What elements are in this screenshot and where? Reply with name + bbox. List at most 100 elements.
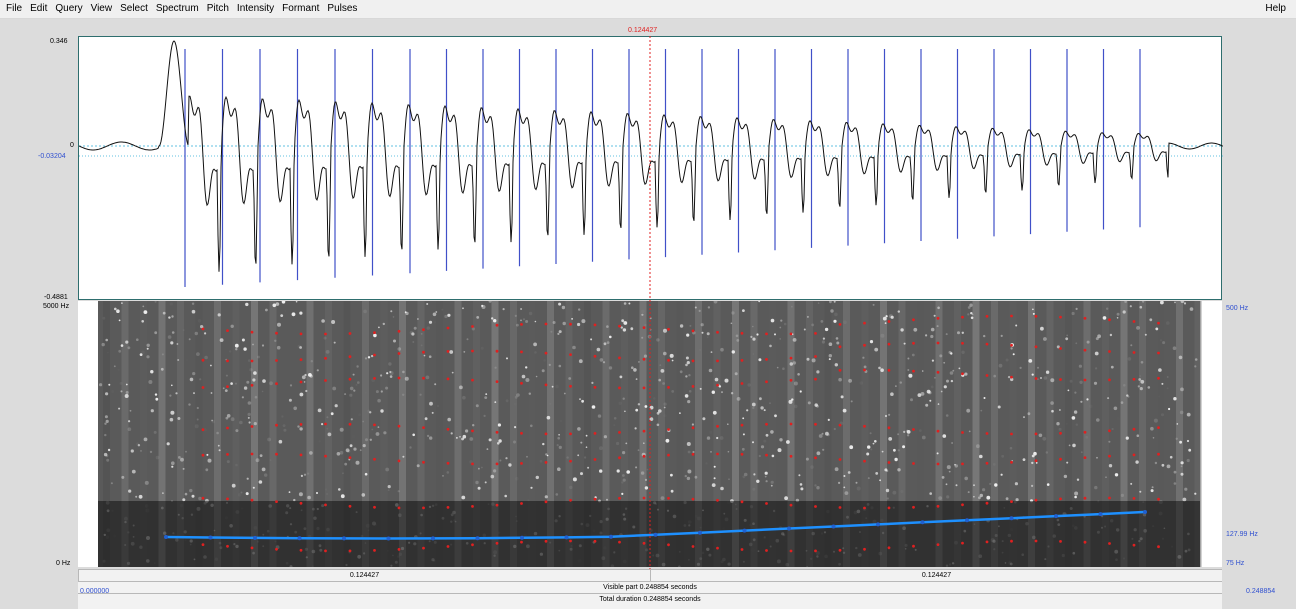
spectrogram-speckle [171, 465, 174, 468]
spectrogram-speckle [925, 403, 929, 407]
spectrogram-speckle [1174, 301, 1176, 304]
menu-spectrum[interactable]: Spectrum [155, 3, 199, 14]
menu-view[interactable]: View [90, 3, 113, 14]
spectrogram-speckle [477, 486, 481, 490]
formant-dot [618, 431, 621, 434]
spectrogram-speckle [789, 362, 793, 366]
spectrogram-speckle [224, 516, 228, 520]
menu-intensity[interactable]: Intensity [236, 3, 275, 14]
spectrogram-speckle [867, 477, 870, 480]
menu-formant[interactable]: Formant [282, 3, 320, 14]
spectrogram-speckle [843, 475, 846, 477]
spectrogram-speckle [349, 393, 353, 397]
spectrogram-speckle [752, 522, 755, 525]
pitch-point [787, 526, 791, 531]
spectrogram-speckle [143, 437, 148, 442]
spectrogram-speckle [628, 302, 631, 305]
spectrogram-speckle [621, 481, 624, 484]
menu-file[interactable]: File [6, 3, 23, 14]
spectrogram-speckle [994, 534, 998, 537]
spectrogram-speckle [656, 423, 660, 427]
spectrogram-speckle [684, 394, 689, 398]
spectrogram-speckle [203, 501, 207, 505]
total-duration-row: Total duration 0.248854 seconds [78, 593, 1222, 604]
visible-part-cell[interactable]: Visible part 0.248854 seconds [603, 584, 697, 591]
spectrogram-speckle [570, 544, 573, 547]
spectrogram-speckle [482, 533, 486, 537]
menu-pulses[interactable]: Pulses [327, 3, 358, 14]
spectrogram-striation [510, 301, 517, 567]
waveform-panel[interactable] [78, 36, 1223, 300]
menu-select[interactable]: Select [120, 3, 148, 14]
spectrogram-speckle [484, 481, 487, 484]
right-selection-cell[interactable]: 0.124427 [650, 570, 1222, 581]
spectrogram-speckle [635, 408, 639, 412]
spectrogram-speckle [555, 384, 559, 389]
left-selection-cell[interactable]: 0.124427 [78, 570, 650, 581]
spectrogram-speckle [171, 500, 173, 502]
spectrogram-panel[interactable] [78, 301, 1222, 567]
spectrogram-speckle [699, 557, 703, 560]
spectrogram-speckle [687, 400, 691, 404]
spectrogram-speckle [930, 327, 935, 332]
spectrogram-speckle [469, 437, 474, 441]
spectrogram-speckle [166, 442, 170, 446]
spectrogram-speckle [828, 342, 833, 346]
formant-dot [985, 314, 989, 318]
spectrogram-speckle [605, 517, 609, 521]
spectrogram-speckle [252, 486, 255, 489]
spectrogram-speckle [103, 533, 106, 537]
formant-dot [569, 539, 572, 543]
spectrogram-speckle [336, 452, 341, 456]
spectrogram-speckle [623, 302, 627, 305]
menu-edit[interactable]: Edit [30, 3, 48, 14]
spectrogram-speckle [307, 472, 310, 475]
total-duration-cell[interactable]: Total duration 0.248854 seconds [599, 596, 701, 603]
spectrogram-speckle [663, 406, 666, 409]
spectrogram-speckle [523, 318, 525, 321]
spectrogram-speckle [902, 526, 906, 530]
spectrogram-speckle [169, 394, 172, 397]
formant-dot [887, 342, 891, 346]
spectrogram-speckle [1015, 498, 1019, 502]
formant-dot [936, 504, 940, 508]
spectrogram-speckle [929, 399, 932, 402]
waveform-cursor-amplitude-label: -0.03204 [38, 153, 66, 160]
spectrogram-speckle [811, 358, 816, 363]
spectrogram-speckle [805, 549, 808, 552]
spectrogram-speckle [392, 316, 395, 318]
spectrogram-speckle [579, 398, 581, 400]
spectrogram-speckle [135, 495, 138, 498]
formant-dot [446, 427, 450, 431]
spectrogram-speckle [816, 486, 820, 490]
spectrogram-striation [806, 301, 813, 567]
spectrogram-speckle [431, 558, 435, 562]
spectrogram-speckle [539, 460, 543, 463]
spectrogram-speckle [581, 319, 586, 324]
formant-dot [789, 549, 793, 553]
spectrogram-speckle [662, 382, 665, 385]
formant-dot [324, 379, 327, 382]
spectrogram-speckle [1095, 367, 1098, 370]
spectrogram-speckle [1130, 344, 1133, 347]
spectrogram-speckle [638, 361, 640, 363]
spectrogram-speckle [569, 485, 573, 490]
spectrogram-speckle [193, 558, 196, 561]
spectrogram-speckle [1051, 409, 1054, 413]
spectrogram-speckle [1194, 492, 1197, 495]
spectrogram-speckle [961, 331, 964, 334]
spectrogram-speckle [192, 372, 196, 376]
menu-help[interactable]: Help [1265, 3, 1286, 14]
spectrogram-speckle [769, 402, 771, 405]
menu-query[interactable]: Query [55, 3, 83, 14]
spectrogram-speckle [129, 409, 132, 412]
spectrogram-speckle [688, 374, 691, 377]
formant-dot [691, 426, 695, 430]
spectrogram-speckle [493, 550, 498, 555]
spectrogram-speckle [774, 333, 776, 336]
menu-pitch[interactable]: Pitch [206, 3, 229, 14]
spectrogram-speckle [613, 417, 617, 420]
spectrogram-speckle [316, 526, 320, 531]
spectrogram-speckle [707, 306, 711, 309]
formant-dot [1083, 348, 1087, 352]
